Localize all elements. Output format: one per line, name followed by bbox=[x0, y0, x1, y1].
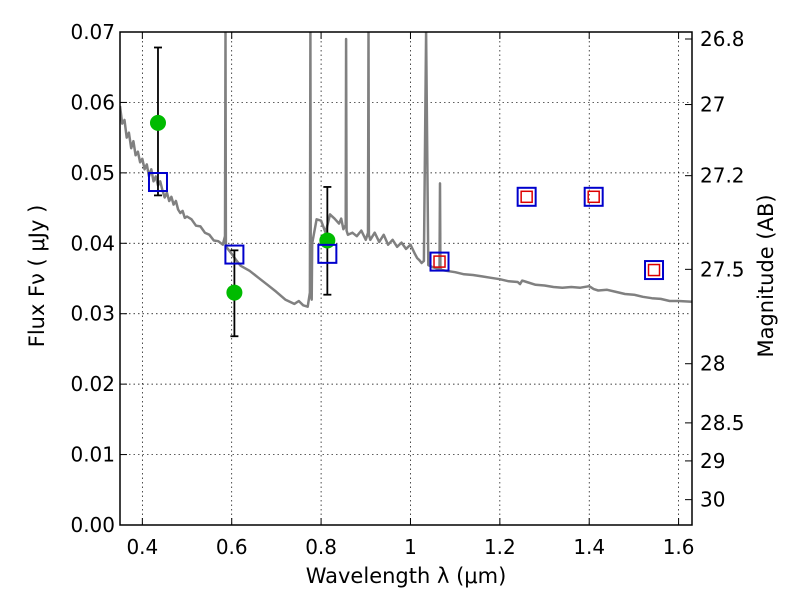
y2-tick-label: 27.2 bbox=[700, 164, 745, 188]
predicted-ir-square bbox=[520, 190, 533, 204]
x-tick-label: 1.2 bbox=[484, 535, 516, 559]
x-tick-label: 0.8 bbox=[305, 535, 337, 559]
observed-point bbox=[226, 284, 243, 301]
model-band-square bbox=[429, 251, 450, 272]
spectrum-line bbox=[120, 32, 692, 308]
y2-tick-label: 27.5 bbox=[700, 257, 745, 281]
y-tick-label: 0.07 bbox=[70, 20, 115, 44]
model-band-square bbox=[516, 186, 537, 207]
x-tick-label: 1.4 bbox=[573, 535, 605, 559]
axis-ticks: 0.4 0.6 0.8 1 1.2 1.4 1.6 0.00 0.01 0.02 0.03 0.04 0… bbox=[70, 20, 744, 559]
x-tick-label: 0.6 bbox=[216, 535, 248, 559]
model-band-square bbox=[644, 260, 665, 281]
right-axis-label: Magnitude (AB) bbox=[754, 194, 778, 357]
grid bbox=[120, 31, 692, 526]
y2-tick-label: 27 bbox=[700, 93, 725, 117]
x-tick-label: 1.6 bbox=[663, 535, 695, 559]
y-tick-label: 0.00 bbox=[70, 513, 115, 537]
y-tick-label: 0.01 bbox=[70, 443, 115, 467]
model-band-square bbox=[224, 244, 245, 265]
y-axis-label: Flux Fν ( μJy ) bbox=[25, 205, 49, 348]
plot-frame bbox=[119, 31, 693, 526]
y-tick-label: 0.02 bbox=[70, 372, 115, 396]
y2-tick-label: 29 bbox=[700, 449, 725, 473]
model-band-square bbox=[147, 172, 168, 193]
model-band-square bbox=[317, 243, 338, 264]
y-tick-label: 0.06 bbox=[70, 90, 115, 114]
y2-tick-label: 26.8 bbox=[700, 27, 745, 51]
data-points bbox=[147, 46, 665, 338]
y-tick-label: 0.03 bbox=[70, 302, 115, 326]
y-tick-label: 0.04 bbox=[70, 231, 115, 255]
predicted-ir-square bbox=[587, 190, 600, 204]
x-axis-label: Wavelength λ (μm) bbox=[306, 564, 507, 588]
observed-point bbox=[319, 232, 336, 249]
predicted-ir-square bbox=[647, 263, 661, 277]
y2-tick-label: 28.5 bbox=[700, 411, 745, 435]
x-tick-label: 1 bbox=[404, 535, 417, 559]
observed-point bbox=[149, 114, 166, 131]
model-spectrum bbox=[120, 32, 692, 308]
y2-tick-label: 28 bbox=[700, 352, 725, 376]
y-tick-label: 0.05 bbox=[70, 161, 115, 185]
model-band-square bbox=[583, 186, 604, 207]
y2-tick-label: 30 bbox=[700, 488, 725, 512]
predicted-ir-square bbox=[433, 255, 446, 268]
x-tick-label: 0.4 bbox=[126, 535, 158, 559]
